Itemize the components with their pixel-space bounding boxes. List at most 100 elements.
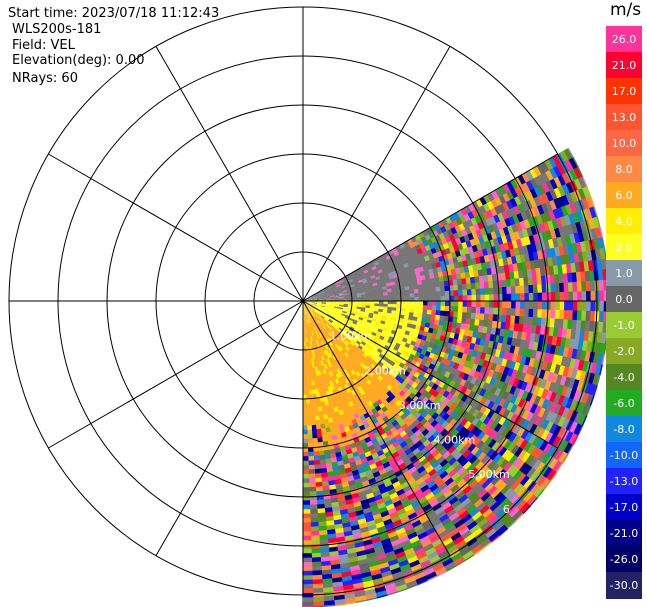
- velocity-gate: [553, 393, 562, 405]
- velocity-gate: [532, 425, 542, 437]
- velocity-gate: [568, 432, 578, 446]
- velocity-gate: [531, 436, 541, 448]
- velocity-gate: [471, 301, 477, 308]
- velocity-gate: [335, 323, 341, 328]
- velocity-gate: [571, 272, 578, 283]
- velocity-gate: [597, 269, 604, 282]
- velocity-gate: [487, 514, 499, 526]
- velocity-gate: [467, 491, 478, 502]
- velocity-gate: [560, 385, 569, 398]
- velocity-gate: [468, 524, 481, 535]
- velocity-gate: [418, 343, 425, 350]
- velocity-gate: [528, 456, 539, 469]
- velocity-gate: [539, 267, 546, 277]
- velocity-gate: [427, 416, 436, 425]
- velocity-gate: [548, 326, 555, 337]
- velocity-gate: [342, 374, 348, 381]
- velocity-gate: [370, 296, 375, 299]
- velocity-gate: [335, 415, 342, 422]
- velocity-gate: [519, 475, 530, 487]
- velocity-gate: [337, 464, 345, 471]
- velocity-gate: [316, 306, 321, 309]
- velocity-gate: [362, 338, 368, 344]
- velocity-gate: [475, 402, 484, 412]
- velocity-gate: [315, 329, 320, 335]
- velocity-gate: [325, 303, 331, 305]
- velocity-gate: [333, 594, 345, 601]
- velocity-gate: [307, 314, 311, 319]
- velocity-gate: [321, 297, 327, 300]
- velocity-gate: [446, 434, 455, 444]
- velocity-gate: [318, 311, 323, 315]
- velocity-gate: [333, 307, 339, 310]
- velocity-gate: [561, 328, 568, 339]
- velocity-gate: [331, 283, 336, 288]
- velocity-gate: [359, 343, 365, 349]
- velocity-gate: [436, 455, 446, 465]
- velocity-gate: [589, 280, 596, 292]
- velocity-gate: [536, 427, 546, 439]
- velocity-gate: [517, 203, 526, 214]
- velocity-gate: [568, 291, 574, 302]
- velocity-gate: [372, 471, 381, 479]
- velocity-gate: [534, 333, 541, 344]
- velocity-gate: [317, 383, 322, 390]
- velocity-gate: [352, 302, 358, 305]
- velocity-gate: [430, 460, 440, 470]
- velocity-gate: [353, 317, 359, 322]
- velocity-gate: [339, 296, 344, 299]
- velocity-gate: [483, 320, 489, 328]
- velocity-gate: [321, 405, 327, 411]
- velocity-gate: [422, 287, 428, 293]
- velocity-gate: [321, 374, 326, 380]
- velocity-gate: [369, 291, 375, 295]
- velocity-gate: [322, 359, 327, 366]
- velocity-gate: [416, 579, 428, 586]
- velocity-gate: [312, 296, 317, 298]
- velocity-gate: [311, 380, 315, 386]
- velocity-gate: [311, 294, 317, 297]
- velocity-gate: [403, 278, 409, 284]
- velocity-gate: [373, 517, 384, 525]
- velocity-gate: [489, 301, 495, 309]
- velocity-gate: [315, 361, 320, 368]
- velocity-gate: [480, 492, 491, 503]
- velocity-gate: [474, 485, 485, 496]
- velocity-gate: [333, 289, 339, 293]
- velocity-gate: [338, 361, 344, 368]
- velocity-gate: [338, 468, 346, 475]
- velocity-gate: [505, 209, 513, 219]
- velocity-gate: [409, 297, 415, 302]
- velocity-gate: [599, 226, 604, 239]
- velocity-gate: [314, 468, 322, 474]
- velocity-gate: [398, 535, 410, 544]
- velocity-gate: [424, 255, 431, 262]
- velocity-gate: [308, 308, 312, 314]
- velocity-gate: [333, 474, 341, 481]
- velocity-gate: [415, 271, 421, 278]
- velocity-gate: [422, 450, 432, 459]
- velocity-gate: [448, 418, 457, 427]
- velocity-gate: [409, 455, 418, 464]
- velocity-gate: [422, 567, 436, 577]
- velocity-gate: [302, 566, 313, 572]
- velocity-gate: [484, 294, 490, 302]
- velocity-gate: [548, 210, 557, 221]
- velocity-gate: [328, 362, 333, 368]
- velocity-gate: [408, 496, 419, 505]
- velocity-gate: [351, 291, 357, 295]
- velocity-gate: [487, 369, 495, 378]
- velocity-gate: [326, 343, 331, 349]
- velocity-gate: [558, 318, 564, 329]
- velocity-gate: [454, 539, 467, 550]
- velocity-gate: [335, 373, 341, 379]
- velocity-gate: [360, 324, 366, 329]
- velocity-gate: [354, 315, 360, 320]
- velocity-gate: [554, 309, 560, 320]
- velocity-gate: [516, 472, 527, 484]
- velocity-gate: [317, 370, 322, 376]
- velocity-gate: [454, 369, 462, 378]
- velocity-gate: [471, 400, 480, 410]
- velocity-gate: [544, 211, 552, 223]
- velocity-gate: [341, 454, 349, 461]
